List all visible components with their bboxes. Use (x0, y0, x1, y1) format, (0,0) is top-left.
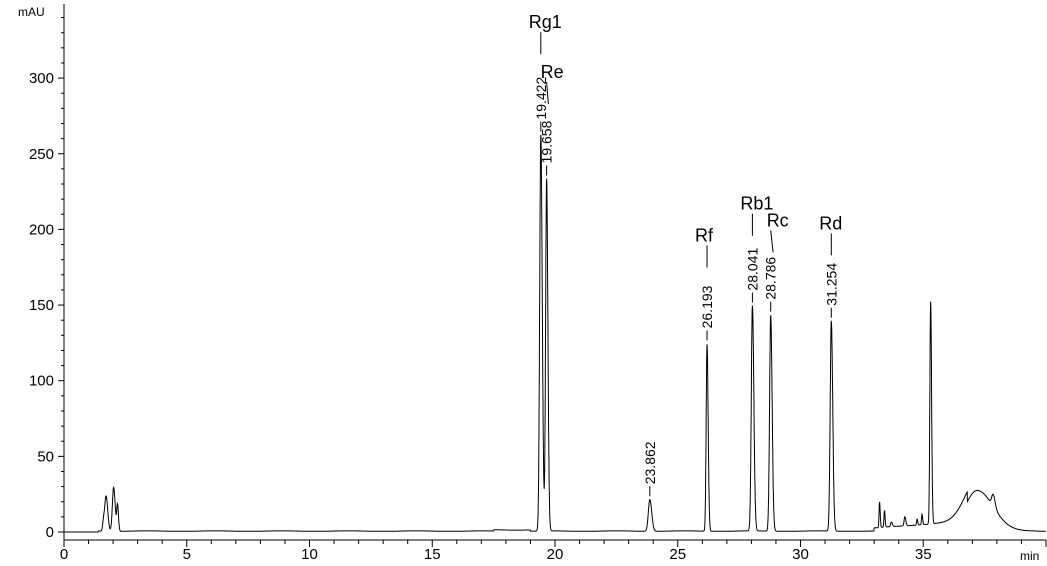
compound-marker-line (770, 230, 774, 253)
compound-label: Rc (767, 210, 789, 230)
axes: 0 50 100 150 200 250 300 0 5 10 15 20 25 30 35 (29, 4, 1047, 563)
peak-rt-label: 26.193 (699, 285, 715, 328)
y-tick-label: 150 (29, 297, 54, 314)
peak-rt-label: 19.658 (539, 120, 555, 163)
peak-rt-label: 23.862 (642, 441, 658, 484)
compound-label: Rb1 (740, 194, 773, 214)
compound-label: Rf (695, 226, 714, 246)
compound-label: Rg1 (529, 12, 562, 32)
y-tick-label: 200 (29, 221, 54, 238)
y-tick-label: 300 (29, 70, 54, 87)
y-tick-label: 250 (29, 146, 54, 163)
x-axis-label: min (1020, 549, 1039, 563)
x-tick-label: 25 (669, 546, 686, 563)
compound-label: Re (541, 62, 564, 82)
compound-label: Rd (819, 213, 842, 233)
chromatogram-trace (64, 134, 1046, 533)
x-tick-label: 15 (424, 546, 441, 563)
y-tick-label: 50 (37, 448, 54, 465)
x-tick-label: 35 (915, 546, 932, 563)
peak-labels: 19.422 Rg1 19.658 Re 23.862 26.193 Rf 28.041 Rb1… (529, 12, 842, 497)
peak-rt-label: 28.786 (763, 257, 779, 300)
compound-marker-line (546, 82, 549, 105)
x-tick-label: 10 (301, 546, 318, 563)
peak-rt-label: 31.254 (823, 263, 839, 306)
y-tick-label: 100 (29, 373, 54, 390)
y-axis-label: mAU (18, 5, 45, 19)
peak-rt-label: 28.041 (744, 248, 760, 291)
x-tick-label: 30 (792, 546, 809, 563)
peak-rt-label: 19.422 (533, 77, 549, 120)
y-tick-label: 0 (46, 524, 54, 541)
x-tick-label: 20 (547, 546, 564, 563)
x-tick-label: 5 (183, 546, 191, 563)
x-tick-label: 0 (60, 546, 68, 563)
